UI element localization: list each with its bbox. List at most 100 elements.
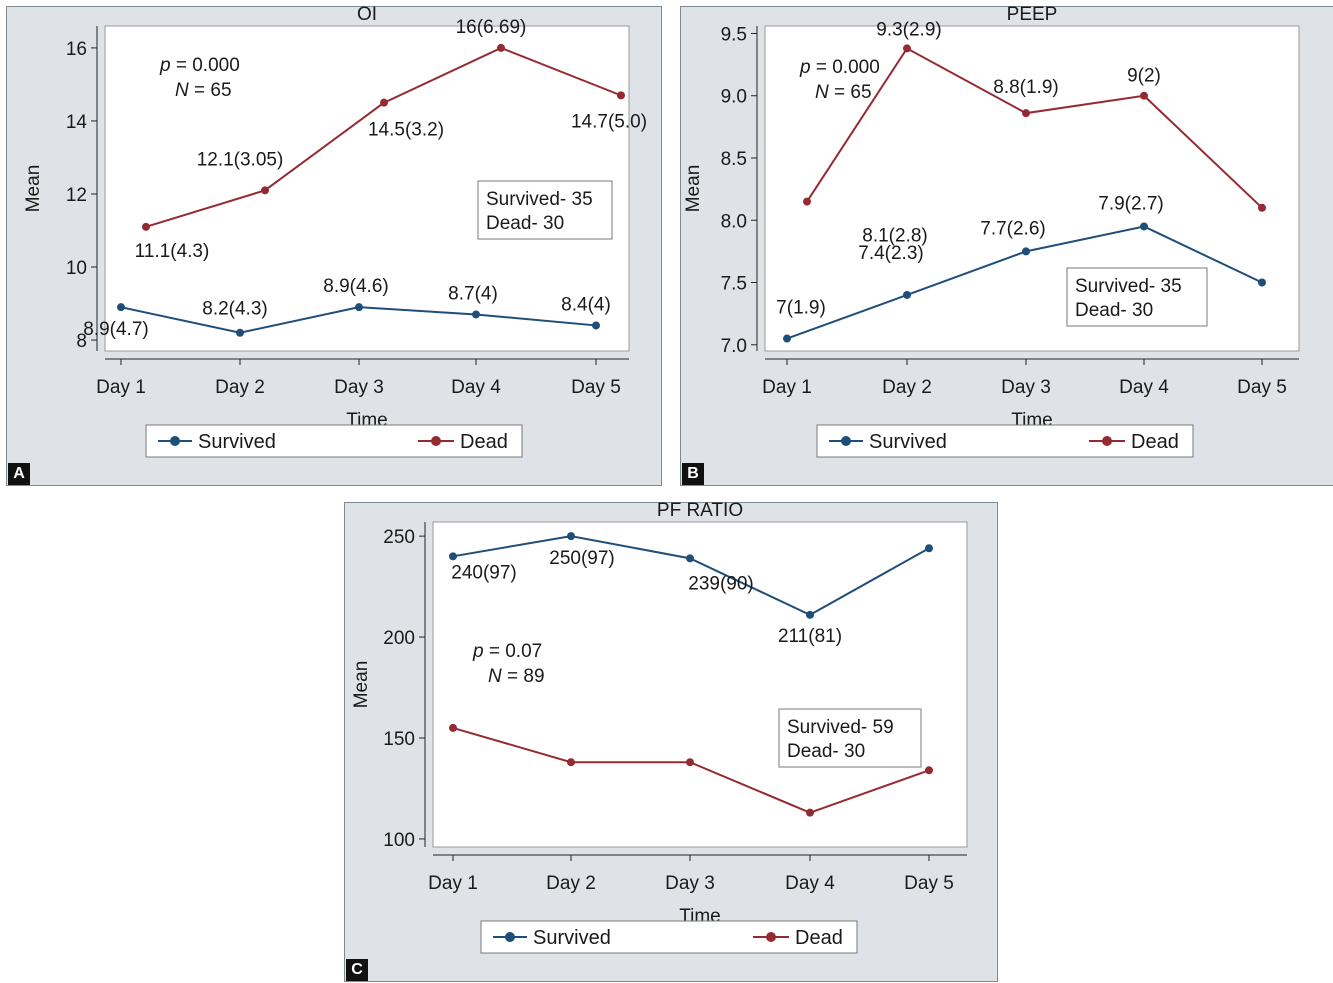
x-tick-label: Day 4 <box>785 873 835 894</box>
legend-dead-marker <box>431 436 441 446</box>
data-point-dead <box>1140 91 1148 100</box>
data-point-dead <box>925 766 933 775</box>
sample-size-dead: Dead- 30 <box>1075 300 1153 321</box>
data-label: 8.4(4) <box>561 294 611 315</box>
panel-label-a: A <box>8 463 30 485</box>
n-value: = 89 <box>502 666 545 687</box>
data-label: 7.9(2.7) <box>1098 193 1163 214</box>
data-label: 250(97) <box>549 548 615 569</box>
data-point-survived <box>449 552 457 561</box>
data-point-survived <box>567 532 575 541</box>
p-value: = 0.000 <box>171 55 240 76</box>
data-point-dead <box>686 758 694 767</box>
x-tick-label: Day 2 <box>215 377 265 398</box>
y-axis-title: Mean <box>683 165 704 213</box>
data-label: 14.7(5.0) <box>571 111 647 132</box>
sample-size-survived: Survived- 35 <box>486 189 593 210</box>
data-point-dead <box>567 758 575 767</box>
data-label: 9.3(2.9) <box>876 19 941 40</box>
legend-dead-marker <box>1102 436 1112 446</box>
y-tick-label: 8.0 <box>721 211 747 232</box>
y-tick-label: 250 <box>383 527 415 548</box>
n-symbol: N <box>175 80 189 101</box>
legend-dead-marker <box>766 932 776 942</box>
sample-size-dead: Dead- 30 <box>787 741 865 762</box>
legend-survived-label: Survived <box>869 431 947 453</box>
legend-survived-label: Survived <box>533 927 611 949</box>
legend-box <box>480 920 858 954</box>
legend-dead-label: Dead <box>795 927 843 949</box>
y-tick-label: 7.5 <box>721 274 747 295</box>
sample-size-box <box>778 708 922 768</box>
p-value-text: p = 0.07 <box>472 641 542 662</box>
chart-title: OI <box>357 4 377 25</box>
y-tick-label: 8.5 <box>721 149 747 170</box>
legend-survived-marker <box>841 436 851 446</box>
p-value-text: p = 0.000 <box>159 55 240 76</box>
x-tick-label: Day 3 <box>665 873 715 894</box>
data-point-survived <box>236 328 244 337</box>
sample-size-box <box>477 180 613 240</box>
y-tick-label: 7.0 <box>721 336 747 357</box>
data-point-dead <box>142 222 150 231</box>
x-tick-label: Day 5 <box>1237 377 1287 398</box>
data-point-survived <box>1022 247 1030 256</box>
p-value: = 0.07 <box>484 641 543 662</box>
data-point-dead <box>1258 203 1266 212</box>
p-value: = 0.000 <box>811 57 880 78</box>
data-label: 8.9(4.6) <box>323 276 388 297</box>
y-tick-label: 8 <box>76 331 87 352</box>
p-value-text: p = 0.000 <box>799 57 880 78</box>
data-point-survived <box>1258 278 1266 287</box>
x-tick-label: Day 5 <box>904 873 954 894</box>
x-tick-label: Day 3 <box>1001 377 1051 398</box>
y-tick-label: 16 <box>66 39 87 60</box>
y-tick-label: 9.5 <box>721 24 747 45</box>
n-symbol: N <box>815 82 829 103</box>
legend-dead-label: Dead <box>1131 431 1179 453</box>
data-label: 12.1(3.05) <box>197 149 284 170</box>
data-point-survived <box>592 321 600 330</box>
data-point-dead <box>1022 109 1030 118</box>
x-tick-label: Day 4 <box>1119 377 1169 398</box>
data-point-dead <box>806 808 814 817</box>
data-point-survived <box>355 303 363 312</box>
data-point-dead <box>380 98 388 107</box>
data-label: 14.5(3.2) <box>368 120 444 141</box>
data-point-survived <box>806 610 814 619</box>
sample-size-survived: Survived- 59 <box>787 717 894 738</box>
n-value-text: N = 89 <box>488 666 545 687</box>
x-tick-label: Day 3 <box>334 377 384 398</box>
data-point-survived <box>472 310 480 319</box>
data-point-survived <box>1140 222 1148 231</box>
data-label: 8.2(4.3) <box>202 299 267 320</box>
plot-area <box>764 25 1300 352</box>
data-point-survived <box>783 334 791 343</box>
chart-panel-peep: PEEP 7.0 7.5 8.0 8.5 9.0 9.5 Day 1 Day 2 Day 3 Day… <box>680 4 1333 486</box>
chart-title: PF RATIO <box>657 500 743 521</box>
n-value-text: N = 65 <box>175 80 232 101</box>
data-label: 239(90) <box>688 573 754 594</box>
data-label: 8.7(4) <box>448 283 498 304</box>
x-tick-label: Day 1 <box>96 377 146 398</box>
data-point-dead <box>261 186 269 195</box>
data-point-dead <box>903 44 911 53</box>
y-axis-title: Mean <box>23 165 44 213</box>
y-tick-label: 10 <box>66 258 87 279</box>
y-tick-label: 12 <box>66 185 87 206</box>
data-point-survived <box>925 544 933 553</box>
n-value: = 65 <box>829 82 872 103</box>
sample-size-dead: Dead- 30 <box>486 213 564 234</box>
y-tick-label: 100 <box>383 830 415 851</box>
n-value: = 65 <box>189 80 232 101</box>
data-label: 211(81) <box>778 626 842 647</box>
legend-survived-label: Survived <box>198 431 276 453</box>
panel-label-c: C <box>346 959 368 981</box>
data-label: 11.1(4.3) <box>135 241 210 262</box>
data-point-survived <box>686 554 694 563</box>
x-tick-label: Day 2 <box>882 377 932 398</box>
y-tick-label: 150 <box>383 729 415 750</box>
chart-panel-pf-ratio: PF RATIO 100 150 200 250 Day 1 Day 2 Day 3 Day 4… <box>344 500 998 982</box>
data-label: 7.4(2.3) <box>858 243 923 264</box>
